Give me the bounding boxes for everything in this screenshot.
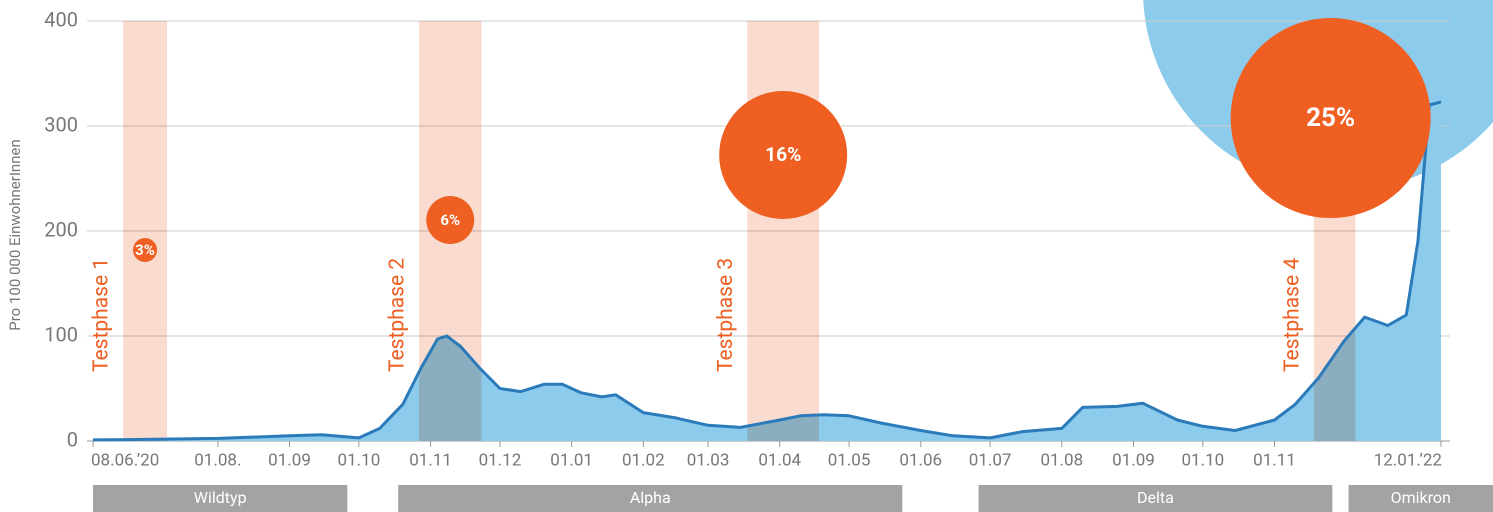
x-tick-label: 01.03	[687, 450, 730, 470]
variant-bar	[1348, 485, 1493, 512]
x-tick-label: 01.08.	[194, 450, 241, 470]
test-phase-band	[123, 21, 167, 441]
x-tick-label: 01.09	[268, 450, 311, 470]
x-tick-label: 01.06	[899, 450, 942, 470]
variant-bar	[398, 485, 903, 512]
y-axis-label: Pro 100 000 EinwohnerInnen	[6, 139, 24, 330]
bubble	[1230, 18, 1431, 218]
x-tick-label: 01.10	[338, 450, 381, 470]
test-phase-band	[747, 21, 820, 441]
bubble-label: 16%	[765, 143, 801, 166]
x-tick-label: 12.01.’22	[1374, 450, 1442, 470]
x-tick-label: 08.06.’20	[91, 450, 159, 470]
variant-bar	[93, 485, 348, 512]
variant-bar	[978, 485, 1333, 512]
bubble	[426, 196, 475, 244]
y-tick-label: 400	[44, 7, 78, 31]
variant-label: Wildtyp	[194, 488, 247, 507]
test-phase-label: Testphase 4	[1280, 258, 1304, 372]
variant-label: Omikron	[1391, 488, 1451, 507]
x-tick-label: 01.09	[1112, 450, 1155, 470]
bubble-label: 6%	[440, 211, 460, 229]
x-tick-label: 01.08	[1040, 450, 1083, 470]
x-tick-label: 01.02	[622, 450, 665, 470]
x-tick-label: 01.12	[479, 450, 522, 470]
test-phase-label: Testphase 3	[714, 258, 738, 372]
bubble-label: 3%	[135, 241, 155, 259]
y-tick-label: 300	[44, 112, 78, 136]
variant-label: Delta	[1137, 488, 1174, 507]
x-tick-label: 01.05	[828, 450, 871, 470]
bubble-label: 25%	[1306, 103, 1355, 133]
bubble	[719, 91, 848, 219]
test-phase-label: Testphase 2	[386, 258, 410, 372]
variant-label: Alpha	[630, 488, 671, 507]
y-tick-label: 100	[44, 322, 78, 346]
x-tick-label: 01.11	[409, 450, 452, 470]
line	[92, 100, 1442, 442]
x-tick-label: 01.11	[1253, 450, 1296, 470]
test-phase-label: Testphase 1	[90, 258, 114, 372]
bubble	[133, 238, 158, 262]
x-tick-label: 01.10	[1181, 450, 1224, 470]
y-tick-label: 200	[44, 217, 78, 241]
x-tick-label: 01.04	[758, 450, 801, 470]
y-tick-label: 0	[67, 427, 78, 451]
x-tick-label: 01.01	[550, 450, 593, 470]
x-tick-label: 01.07	[969, 450, 1012, 470]
